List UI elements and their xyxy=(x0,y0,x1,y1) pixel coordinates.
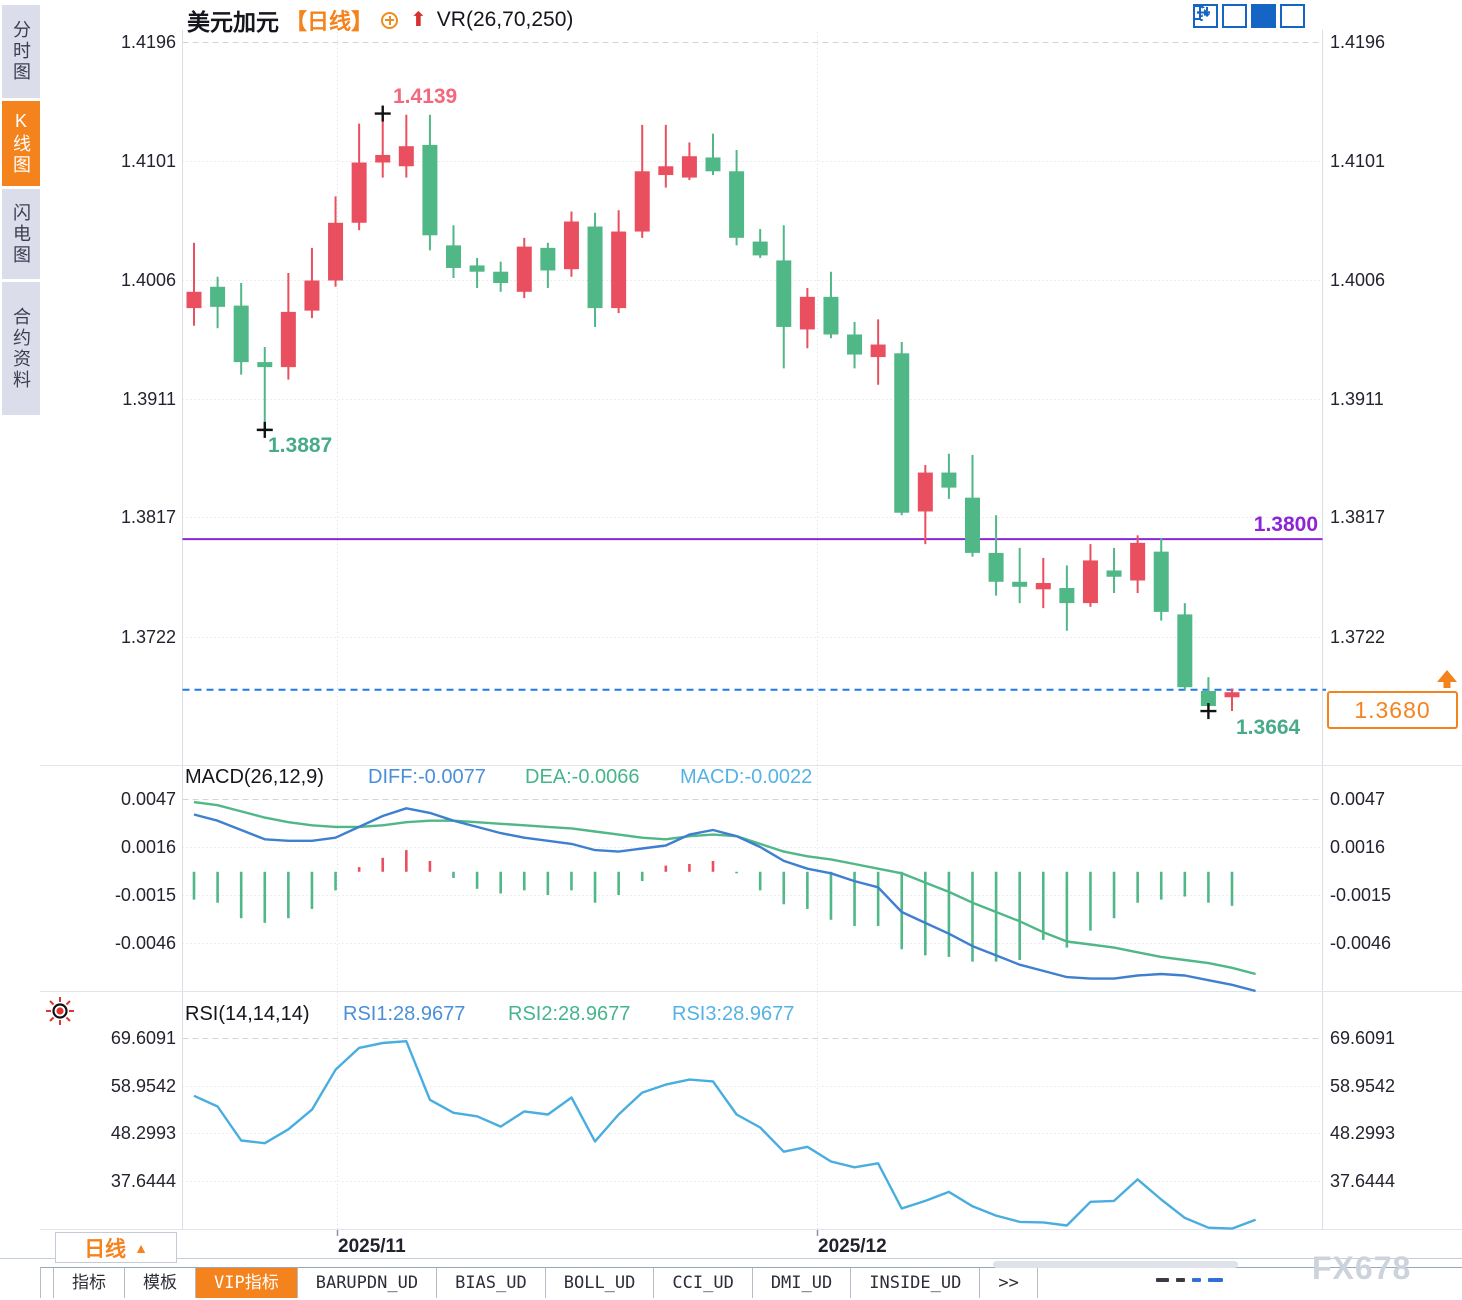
chart-title: 美元加元 【日线】 ⬆ VR(26,70,250) xyxy=(187,6,574,35)
macd-dea-value: DEA:-0.0066 xyxy=(525,766,640,788)
indicator-label: VR(26,70,250) xyxy=(436,8,574,31)
y-axis-tick: 1.3722 xyxy=(120,627,176,647)
sidebar-item-2[interactable]: 闪电图 xyxy=(2,189,40,279)
tab-bias_ud[interactable]: BIAS_UD xyxy=(437,1268,546,1298)
y-axis-tick: -0.0015 xyxy=(114,885,176,905)
sidebar-item-1[interactable]: K线图 xyxy=(2,101,40,186)
y-axis-tick: 1.4006 xyxy=(120,270,176,290)
high-price-annotation: 1.4139 xyxy=(393,85,458,108)
y-axis-tick: 1.4196 xyxy=(120,32,176,52)
y-axis-tick: 1.4101 xyxy=(120,151,176,171)
symbol-name: 美元加元 xyxy=(187,9,279,35)
macd-header: MACD(26,12,9) DIFF:-0.0077 DEA:-0.0066 M… xyxy=(0,766,1000,790)
period-label: 【日线】 xyxy=(285,9,374,34)
y-axis-tick: 1.3911 xyxy=(122,389,176,409)
x-axis-tick: 2025/12 xyxy=(818,1236,887,1257)
macd-diff-value: DIFF:-0.0077 xyxy=(368,766,486,788)
rsi2-value: RSI2:28.9677 xyxy=(508,1003,631,1025)
y-axis-tick: 0.0047 xyxy=(1330,789,1386,809)
y-axis-tick: -0.0046 xyxy=(1330,933,1392,953)
y-axis-tick: 37.6444 xyxy=(1330,1171,1396,1191)
y-axis-tick: 1.4101 xyxy=(1330,151,1386,171)
y-axis-tick: -0.0046 xyxy=(114,933,176,953)
y-axis-tick: 1.3722 xyxy=(1330,627,1386,647)
sidebar: 分时图 K线图 闪电图 合约资料 xyxy=(2,5,40,418)
last-low-annotation: 1.3664 xyxy=(1236,716,1301,739)
support-line-label: 1.3800 xyxy=(1253,513,1318,536)
axis-range-icon[interactable] xyxy=(1195,4,1247,28)
y-axis-tick: 58.9542 xyxy=(1330,1076,1396,1096)
macd-macd-value: MACD:-0.0022 xyxy=(680,766,813,788)
tab-[interactable]: 指标 xyxy=(53,1268,125,1298)
rsi-header: RSI(14,14,14) RSI1:28.9677 RSI2:28.9677 … xyxy=(0,1003,1000,1027)
sidebar-item-3[interactable]: 合约资料 xyxy=(2,282,40,415)
y-axis-tick: 37.6444 xyxy=(110,1171,176,1191)
tab->>[interactable]: >> xyxy=(980,1268,1038,1298)
macd-title: MACD(26,12,9) xyxy=(185,766,324,788)
y-axis-tick: 1.4196 xyxy=(1330,32,1386,52)
tab-vip[interactable]: VIP指标 xyxy=(196,1268,298,1298)
y-axis-tick: 48.2993 xyxy=(110,1123,176,1143)
tab-cci_ud[interactable]: CCI_UD xyxy=(654,1268,753,1298)
sidebar-item-0[interactable]: 分时图 xyxy=(2,5,40,98)
watermark: FX678 xyxy=(1312,1250,1412,1286)
y-axis-tick: 1.3817 xyxy=(120,507,176,527)
y-axis-tick: 1.3911 xyxy=(1330,389,1384,409)
price-tag-arrow-icon xyxy=(1437,670,1457,688)
sun-icon xyxy=(46,997,74,1025)
low-price-annotation: 1.3887 xyxy=(268,434,333,457)
timeframe-arrow-icon: ▲ xyxy=(134,1239,148,1256)
y-axis-tick: 58.9542 xyxy=(110,1076,176,1096)
y-axis-tick: -0.0015 xyxy=(1330,885,1392,905)
tab-dmi_ud[interactable]: DMI_UD xyxy=(753,1268,852,1298)
up-arrow-icon: ⬆ xyxy=(410,9,427,31)
last-price-tag: 1.3680 xyxy=(1327,691,1458,729)
axis-play-icon[interactable] xyxy=(1195,4,1276,28)
y-axis-tick: 1.4006 xyxy=(1330,270,1386,290)
pagination-dashes xyxy=(1156,1278,1223,1282)
tab-barupdn_ud[interactable]: BARUPDN_UD xyxy=(298,1268,438,1298)
y-axis-tick: 69.6091 xyxy=(110,1028,176,1048)
timeframe-label: 日线 xyxy=(84,1237,127,1261)
y-axis-tick: 0.0016 xyxy=(1330,837,1386,857)
rsi-title: RSI(14,14,14) xyxy=(185,1003,310,1025)
tabbar-scrollbar[interactable] xyxy=(993,1261,1238,1268)
axis-shift-icon[interactable] xyxy=(1193,4,1305,28)
toolbar xyxy=(1193,4,1305,28)
rsi1-value: RSI1:28.9677 xyxy=(343,1003,466,1025)
crosshair-icon[interactable] xyxy=(1193,4,1218,28)
rsi3-value: RSI3:28.9677 xyxy=(672,1003,795,1025)
y-axis-tick: 0.0016 xyxy=(120,837,176,857)
tab-boll_ud[interactable]: BOLL_UD xyxy=(546,1268,655,1298)
add-circle-icon[interactable] xyxy=(381,11,399,29)
y-axis-tick: 48.2993 xyxy=(1330,1123,1396,1143)
y-axis-tick: 69.6091 xyxy=(1330,1028,1396,1048)
timeframe-selector[interactable]: 日线 ▲ xyxy=(55,1232,177,1263)
tab-inside_ud[interactable]: INSIDE_UD xyxy=(851,1268,981,1298)
tab-[interactable]: 模板 xyxy=(125,1268,196,1298)
y-axis-tick: 0.0047 xyxy=(120,789,176,809)
indicator-tabbar: 指标 模板 VIP指标 BARUPDN_UD BIAS_UD BOLL_UD CCI_UD D… xyxy=(40,1267,1462,1298)
y-axis-tick: 1.3817 xyxy=(1330,507,1386,527)
x-axis-tick: 2025/11 xyxy=(338,1236,406,1257)
